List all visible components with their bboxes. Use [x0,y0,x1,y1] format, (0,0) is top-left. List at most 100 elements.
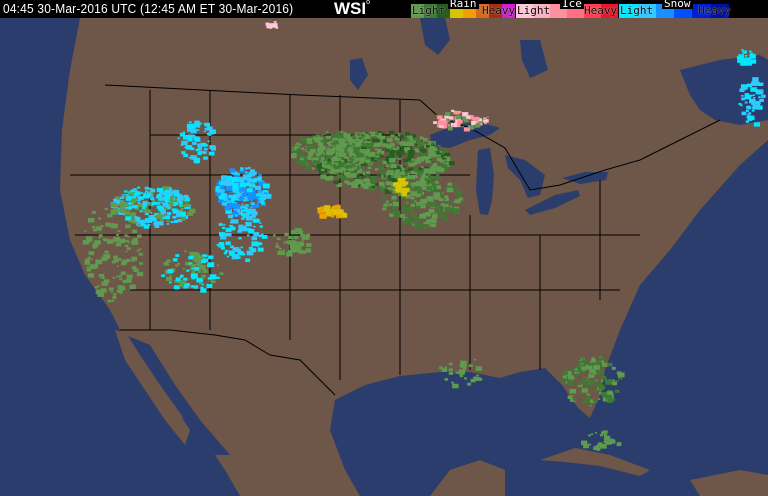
radar-echo [390,188,394,191]
ice-swatch [601,4,618,18]
radar-echo [119,286,126,291]
radar-echo [426,196,434,201]
radar-echo [611,366,616,370]
radar-echo [115,242,122,247]
radar-echo [206,126,213,131]
radar-echo [131,218,139,224]
radar-echo [258,178,262,181]
radar-echo [101,281,108,286]
radar-echo [600,392,608,397]
radar-echo [286,252,293,257]
radar-echo [747,112,751,115]
radar-echo [375,182,380,186]
radar-echo [222,202,228,206]
radar-echo [404,194,411,199]
radar-echo [385,164,390,168]
radar-echo [256,199,262,203]
radar-echo [432,162,435,164]
radar-echo [377,136,382,139]
radar-echo [138,252,143,256]
radar-echo [239,211,243,214]
radar-echo [126,208,129,211]
radar-echo [226,177,229,179]
radar-echo [417,136,420,139]
radar-echo [305,165,312,170]
radar-echo [137,234,142,238]
radar-echo [324,164,330,169]
radar-echo [746,105,752,110]
radar-echo [190,285,194,288]
radar-echo [343,132,347,135]
radar-echo [246,212,251,215]
radar-echo [229,191,232,194]
radar-echo [178,197,184,201]
radar-echo [132,229,138,234]
radar-echo [331,156,338,162]
radar-echo [104,208,108,211]
radar-echo [188,121,192,124]
radar-echo [593,372,597,375]
radar-echo [749,54,756,59]
radar-echo [300,251,304,254]
radar-echo [166,212,172,216]
radar-echo [172,209,179,214]
radar-echo [292,153,297,157]
radar-echo [326,205,331,209]
radar-echo [223,193,228,196]
radar-echo [113,258,119,263]
radar-echo [153,201,158,205]
radar-echo [220,246,225,250]
radar-echo [340,144,346,149]
radar-echo [164,195,171,200]
radar-echo [190,128,197,134]
radar-echo [220,244,225,248]
radar-echo [230,221,233,224]
radar-echo [419,151,423,154]
radar-echo [183,153,188,157]
radar-echo [356,133,361,136]
radar-echo [439,198,444,202]
radar-echo [168,281,172,284]
radar-echo [467,125,475,130]
radar-echo [124,212,127,214]
radar-echo [606,379,613,384]
radar-echo [359,153,365,158]
radar-echo [294,244,302,250]
radar-echo [404,147,411,152]
radar-echo [617,372,625,378]
rain-light-label: Light [412,4,446,17]
radar-echo [483,117,487,120]
radar-echo [92,243,99,248]
radar-echo [137,202,144,207]
radar-echo [165,189,170,193]
radar-echo [448,161,455,166]
radar-echo [227,175,232,179]
radar-echo [241,213,245,217]
radar-echo [237,229,243,233]
radar-echo [320,134,324,137]
radar-echo [586,393,590,396]
radar-echo [602,362,608,367]
radar-echo [148,215,155,220]
radar-echo [741,49,744,51]
radar-echo [476,121,483,126]
radar-echo [248,183,254,187]
radar-echo [420,198,428,204]
radar-echo [382,132,385,135]
radar-echo [286,240,292,244]
radar-echo [442,157,446,160]
radar-echo [404,132,410,136]
radar-echo [125,224,131,229]
radar-echo [413,137,418,141]
radar-echo [259,198,265,203]
radar-echo [179,132,185,137]
radar-echo [138,196,144,200]
radar-echo [389,213,394,217]
radar-echo [454,110,460,115]
radar-echo [182,283,189,288]
radar-echo [84,258,90,263]
radar-echo [203,156,208,160]
lake-superior [430,122,500,148]
radar-echo [752,77,759,82]
